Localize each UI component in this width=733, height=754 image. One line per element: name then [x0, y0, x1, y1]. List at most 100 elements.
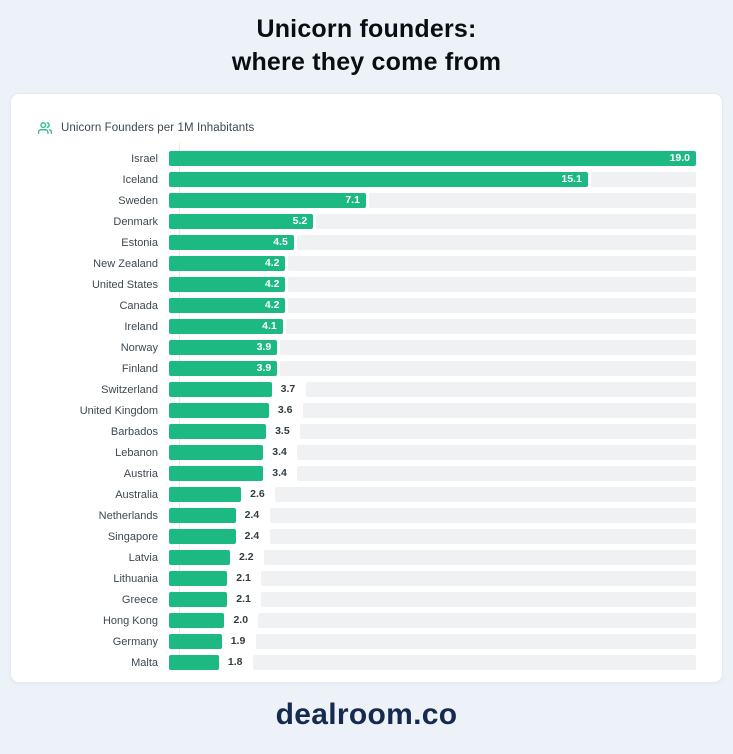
country-label: Sweden	[118, 194, 158, 207]
bar	[169, 634, 222, 649]
chart-row: Ireland 4.1	[11, 316, 722, 337]
bar-track	[255, 634, 696, 649]
chart-row: Denmark 5.2	[11, 211, 722, 232]
bar: 7.1	[169, 193, 366, 208]
value-label: 3.6	[277, 404, 293, 416]
bar-track	[288, 298, 696, 313]
chart-row: Lebanon 3.4	[11, 442, 722, 463]
country-label: Estonia	[121, 236, 158, 249]
chart-row: Estonia 4.5	[11, 232, 722, 253]
bar	[169, 445, 264, 460]
country-label: Lebanon	[115, 446, 158, 459]
chart-row: United Kingdom 3.6	[11, 400, 722, 421]
country-label: Australia	[115, 488, 158, 501]
bar-plot-area: 7.1	[169, 193, 696, 208]
bar	[169, 592, 228, 607]
bar-track	[261, 571, 696, 586]
country-label: New Zealand	[93, 257, 158, 270]
bar: 4.2	[169, 277, 286, 292]
people-icon	[38, 121, 52, 135]
bar: 4.2	[169, 256, 286, 271]
bar: 15.1	[169, 172, 588, 187]
bar-plot-area: 3.9	[169, 340, 696, 355]
value-label: 4.2	[264, 299, 280, 311]
country-label: Israel	[131, 152, 158, 165]
chart-row: Sweden 7.1	[11, 190, 722, 211]
bar-track	[590, 172, 696, 187]
bar-plot-area: 4.5	[169, 235, 696, 250]
page-title-line2: where they come from	[231, 48, 502, 76]
chart-card: Unicorn Founders per 1M Inhabitants Isra…	[10, 93, 723, 683]
chart-row: Greece 2.1	[11, 589, 722, 610]
bar-plot-area: 1.9	[169, 634, 696, 649]
bar-track	[280, 361, 696, 376]
bar-plot-area: 3.4	[169, 466, 696, 481]
value-label: 3.7	[280, 383, 296, 395]
chart-row: Lithuania 2.1	[11, 568, 722, 589]
bar-plot-area: 3.4	[169, 445, 696, 460]
country-label: Ireland	[124, 320, 158, 333]
bar-plot-area: 2.1	[169, 592, 696, 607]
bar-track	[305, 382, 696, 397]
country-label: Germany	[112, 635, 158, 648]
bar-track	[302, 403, 696, 418]
bar-chart: Israel 19.0 Iceland 15.1 Sweden 7.1 Denmark 5.2…	[11, 143, 722, 673]
country-label: Switzerland	[101, 383, 158, 396]
bar-track	[300, 424, 696, 439]
value-label: 3.4	[272, 446, 287, 458]
bar-plot-area: 5.2	[169, 214, 696, 229]
chart-row: Barbados 3.5	[11, 421, 722, 442]
bar	[169, 508, 236, 523]
bar-track	[297, 466, 696, 481]
value-label: 2.1	[236, 593, 251, 605]
bar-plot-area: 19.0	[169, 151, 696, 166]
chart-row: Iceland 15.1	[11, 169, 722, 190]
bar-plot-area: 4.2	[169, 277, 696, 292]
bar-plot-area: 1.8	[169, 655, 696, 670]
bar-track	[368, 193, 696, 208]
bar: 3.9	[169, 361, 278, 376]
bar	[169, 424, 267, 439]
country-label: Latvia	[128, 551, 158, 564]
bar-plot-area: 4.2	[169, 256, 696, 271]
chart-row: Germany 1.9	[11, 631, 722, 652]
bar-track	[297, 445, 696, 460]
page-title-line1: Unicorn founders:	[256, 15, 477, 43]
value-label: 2.0	[233, 614, 249, 626]
bar-plot-area: 2.4	[169, 508, 696, 523]
chart-row: Australia 2.6	[11, 484, 722, 505]
bar-plot-area: 2.0	[169, 613, 696, 628]
value-label: 4.2	[264, 257, 280, 269]
value-label: 1.8	[227, 656, 243, 668]
bar-plot-area: 2.4	[169, 529, 696, 544]
bar	[169, 550, 231, 565]
bar: 5.2	[169, 214, 314, 229]
value-label: 7.1	[345, 194, 360, 206]
bar-plot-area: 3.9	[169, 361, 696, 376]
value-label: 2.2	[239, 551, 254, 563]
country-label: Austria	[123, 467, 158, 480]
bar-plot-area: 4.2	[169, 298, 696, 313]
bar-track	[269, 529, 696, 544]
bar: 4.2	[169, 298, 286, 313]
bar-plot-area: 3.7	[169, 382, 696, 397]
chart-row: Canada 4.2	[11, 295, 722, 316]
bar-track	[285, 319, 696, 334]
bar-track	[258, 613, 696, 628]
chart-row: Israel 19.0	[11, 148, 722, 169]
country-label: Malta	[131, 656, 158, 669]
bar-track	[296, 235, 696, 250]
bar	[169, 487, 242, 502]
value-label: 1.9	[230, 635, 246, 647]
footer-brand: dealroom.co	[275, 698, 458, 731]
value-label: 3.5	[275, 425, 290, 437]
bar: 19.0	[169, 151, 696, 166]
bar-track	[261, 592, 696, 607]
bar	[169, 382, 272, 397]
bar	[169, 529, 236, 544]
bar-plot-area: 2.2	[169, 550, 696, 565]
bar	[169, 466, 264, 481]
bar	[169, 655, 219, 670]
bar	[169, 403, 269, 418]
value-label: 15.1	[561, 173, 582, 185]
